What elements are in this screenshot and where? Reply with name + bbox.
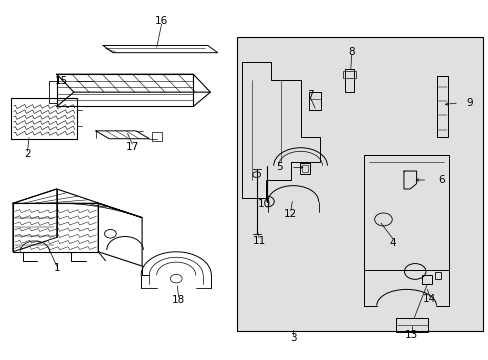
Text: 3: 3: [289, 333, 296, 343]
Text: 17: 17: [125, 142, 139, 152]
Text: 18: 18: [172, 295, 185, 305]
Text: 16: 16: [155, 16, 168, 26]
Bar: [309, 92, 321, 110]
Bar: [13, 203, 98, 252]
Text: 1: 1: [53, 263, 60, 273]
Text: 2: 2: [24, 149, 31, 159]
Bar: [152, 132, 161, 140]
Text: 12: 12: [284, 209, 297, 219]
Bar: [299, 163, 310, 174]
Text: 11: 11: [252, 236, 265, 246]
Text: 10: 10: [257, 199, 270, 210]
Text: 15: 15: [55, 76, 68, 86]
Bar: [237, 37, 483, 330]
Bar: [302, 165, 307, 172]
Bar: [363, 155, 448, 270]
Text: 14: 14: [422, 294, 435, 305]
Bar: [395, 318, 427, 332]
Text: 13: 13: [404, 330, 418, 340]
Bar: [436, 76, 447, 137]
Text: 6: 6: [438, 175, 444, 185]
Bar: [343, 71, 355, 78]
Bar: [422, 275, 431, 284]
Text: 5: 5: [276, 162, 283, 172]
Text: 8: 8: [348, 46, 354, 57]
Bar: [434, 272, 441, 279]
Text: 9: 9: [466, 98, 472, 108]
Bar: [11, 98, 77, 139]
Bar: [345, 69, 353, 92]
Text: 4: 4: [389, 238, 396, 248]
Text: 7: 7: [306, 90, 313, 100]
